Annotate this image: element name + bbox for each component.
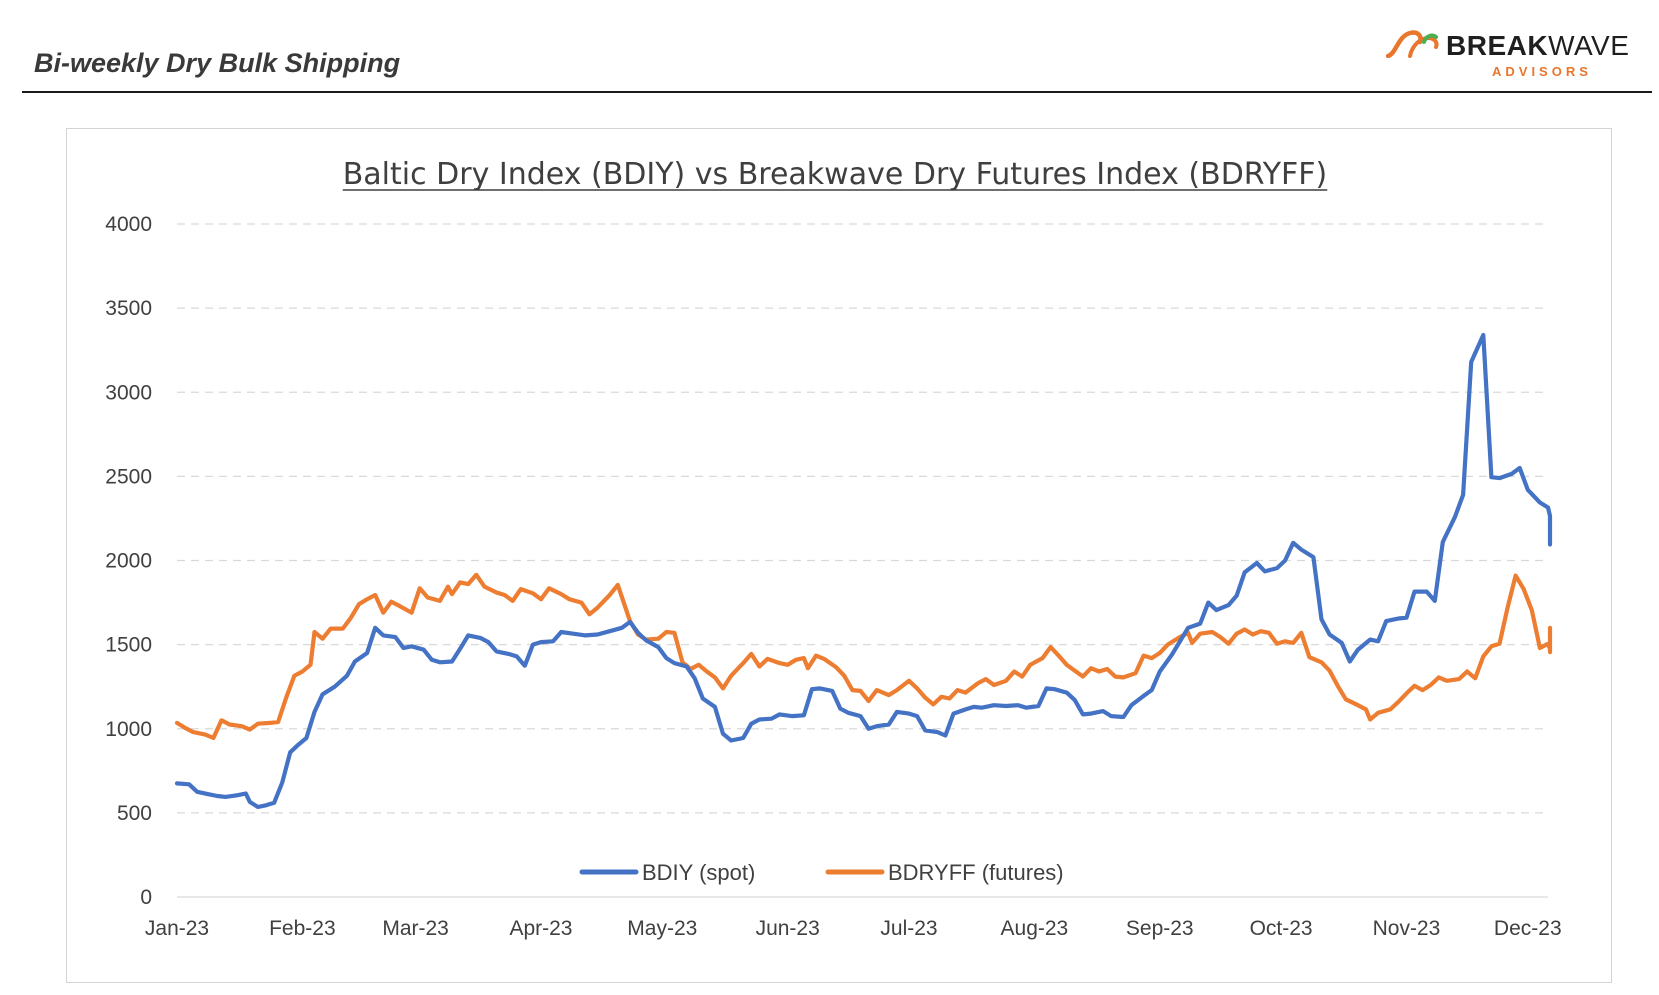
y-axis: 0 500 1000 1500 2000 2500 3000 3500 4000 [105,213,152,909]
report-title: Bi-weekly Dry Bulk Shipping [34,48,401,78]
y-tick-label: 1500 [105,634,152,657]
y-tick-label: 1000 [105,718,152,741]
series-line-bdryff [174,572,1553,741]
y-tick-label: 2500 [105,465,152,488]
legend: BDIY (spot) BDRYFF (futures) [579,860,1064,885]
x-tick-label: Apr-23 [509,917,572,940]
logo-word-bold: BREAK [1446,30,1549,61]
gridlines [177,223,1548,898]
y-tick-label: 500 [117,802,152,825]
series-line-bdiy [174,332,1553,810]
x-tick-label: Jan-23 [145,917,209,940]
x-axis: Jan-23 Feb-23 Mar-23 Apr-23 May-23 Jun-23 Jul-… [145,917,1562,940]
chart-title: Baltic Dry Index (BDIY) vs Breakwave Dry… [343,157,1328,192]
legend-label: BDRYFF (futures) [888,860,1064,885]
series-group [174,332,1553,810]
x-tick-label: Aug-23 [1001,917,1069,940]
logo-subtitle: ADVISORS [1492,64,1592,79]
x-tick-label: Feb-23 [269,917,336,940]
breakwave-logo: BREAKWAVE ADVISORS [1386,26,1636,79]
y-tick-label: 4000 [105,213,152,236]
x-tick-label: Oct-23 [1250,917,1313,940]
x-tick-label: Sep-23 [1126,917,1194,940]
legend-label: BDIY (spot) [642,860,755,885]
wave-logo-icon [1386,30,1439,58]
x-tick-label: Mar-23 [382,917,449,940]
x-tick-label: Jun-23 [756,917,820,940]
x-tick-label: Nov-23 [1373,917,1441,940]
x-tick-label: Jul-23 [880,917,937,940]
x-tick-label: May-23 [627,917,697,940]
logo-wordmark: BREAKWAVE [1446,30,1629,62]
y-tick-label: 3000 [105,381,152,404]
y-tick-label: 0 [140,886,152,909]
header-divider [22,91,1652,93]
chart-container [66,128,1612,983]
y-tick-label: 2000 [105,550,152,573]
y-tick-label: 3500 [105,297,152,320]
logo-word-regular: WAVE [1548,30,1630,61]
x-tick-label: Dec-23 [1494,917,1562,940]
